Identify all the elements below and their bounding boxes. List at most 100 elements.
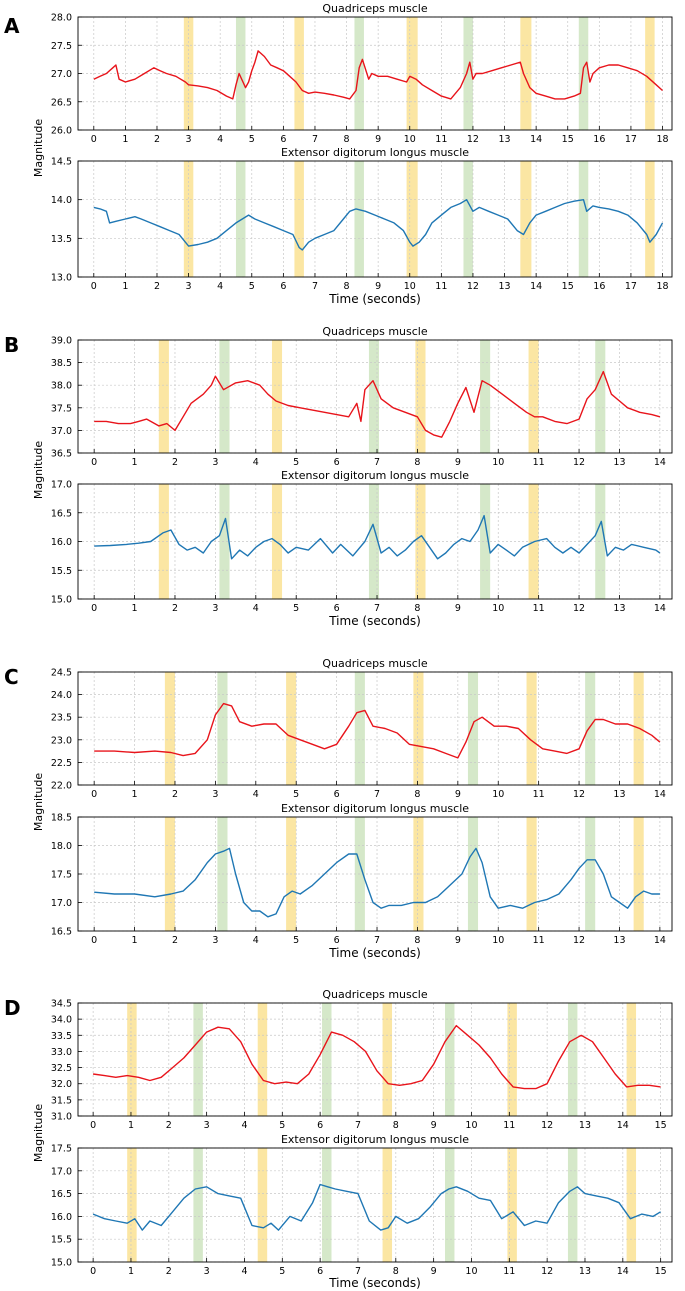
x-tick-label: 14: [530, 281, 542, 292]
y-tick-label: 26.0: [51, 126, 72, 137]
y-axis-label: Magnitude: [32, 1104, 45, 1163]
y-tick-label: 16.5: [51, 508, 72, 519]
y-tick-label: 34.5: [51, 999, 72, 1010]
y-tick-label: 22.5: [51, 758, 72, 769]
green-band: [463, 17, 473, 130]
x-tick-label: 14: [530, 134, 542, 145]
green-band: [567, 1003, 578, 1116]
y-tick-label: 23.5: [51, 713, 72, 724]
green-band: [595, 340, 606, 453]
x-tick-label: 6: [334, 457, 340, 468]
subplot-title: Extensor digitorum longus muscle: [281, 802, 469, 815]
green-band: [567, 1148, 578, 1262]
x-tick-label: 13: [498, 134, 510, 145]
y-tick-label: 14.5: [51, 157, 72, 168]
panel-d: D Magnitude Time (seconds) Quadriceps muscl…: [4, 988, 673, 1290]
x-tick-label: 14: [654, 603, 666, 614]
x-tick-label: 11: [533, 935, 545, 946]
green-band: [217, 672, 228, 785]
green-band: [354, 161, 364, 277]
green-band: [322, 1148, 332, 1262]
y-tick-label: 17.0: [51, 480, 72, 491]
x-tick-label: 5: [293, 935, 299, 946]
x-tick-label: 2: [154, 281, 160, 292]
panel-label: B: [4, 333, 19, 357]
x-tick-label: 8: [344, 281, 350, 292]
x-tick-label: 11: [503, 1266, 515, 1277]
extensor-series-line: [92, 1183, 661, 1231]
x-tick-label: 15: [562, 281, 574, 292]
x-tick-label: 14: [617, 1120, 629, 1131]
x-tick-label: 12: [467, 281, 479, 292]
x-tick-label: 7: [312, 281, 318, 292]
green-band: [235, 161, 246, 277]
green-band: [368, 484, 380, 599]
green-band: [480, 340, 491, 453]
x-tick-label: 8: [414, 457, 420, 468]
x-tick-label: 6: [317, 1120, 323, 1131]
axes-frame: [77, 483, 673, 600]
y-tick-label: 27.5: [51, 41, 72, 52]
green-band: [354, 672, 365, 785]
green-band: [322, 1003, 332, 1116]
green-band: [444, 1148, 455, 1262]
y-tick-label: 24.5: [51, 668, 72, 679]
x-tick-label: 4: [253, 789, 259, 800]
x-tick-label: 6: [280, 134, 286, 145]
x-tick-label: 0: [91, 935, 97, 946]
x-tick-label: 10: [492, 603, 504, 614]
x-tick-label: 13: [579, 1266, 591, 1277]
quadriceps-series-line: [94, 702, 661, 759]
x-tick-label: 3: [204, 1266, 210, 1277]
x-tick-label: 11: [435, 281, 447, 292]
x-tick-label: 5: [249, 281, 255, 292]
x-tick-label: 6: [334, 935, 340, 946]
x-tick-label: 3: [186, 281, 192, 292]
x-tick-label: 2: [166, 1120, 172, 1131]
y-tick-label: 31.0: [51, 1112, 72, 1123]
yellow-band: [158, 340, 169, 453]
subplot-title: Extensor digitorum longus muscle: [281, 1133, 469, 1146]
y-tick-label: 18.5: [51, 813, 72, 824]
x-tick-label: 9: [431, 1120, 437, 1131]
x-tick-label: 3: [204, 1120, 210, 1131]
x-tick-label: 15: [655, 1266, 667, 1277]
x-tick-label: 3: [212, 935, 218, 946]
x-tick-label: 1: [122, 281, 128, 292]
x-tick-label: 5: [293, 457, 299, 468]
green-band: [193, 1003, 203, 1116]
y-tick-label: 31.5: [51, 1095, 72, 1106]
subplot-title: Quadriceps muscle: [322, 2, 427, 15]
x-tick-label: 1: [132, 935, 138, 946]
x-tick-label: 13: [579, 1120, 591, 1131]
x-tick-label: 15: [562, 134, 574, 145]
x-tick-label: 12: [573, 603, 585, 614]
x-tick-label: 8: [414, 603, 420, 614]
subplot-title: Quadriceps muscle: [322, 325, 427, 338]
y-tick-label: 38.0: [51, 381, 72, 392]
x-tick-label: 18: [656, 281, 668, 292]
x-tick-label: 10: [404, 281, 416, 292]
y-tick-label: 33.5: [51, 1031, 72, 1042]
x-tick-label: 0: [91, 134, 97, 145]
x-tick-label: 6: [280, 281, 286, 292]
y-tick-label: 38.5: [51, 358, 72, 369]
x-tick-label: 7: [355, 1266, 361, 1277]
y-tick-label: 17.0: [51, 1166, 72, 1177]
yellow-band: [382, 1003, 393, 1116]
x-tick-label: 13: [613, 457, 625, 468]
panel-c: C Magnitude Time (seconds) Quadriceps muscl…: [4, 657, 673, 960]
x-axis-label: Time (seconds): [328, 614, 421, 628]
x-tick-label: 12: [541, 1120, 553, 1131]
subplot-title: Extensor digitorum longus muscle: [281, 146, 469, 159]
y-tick-label: 32.5: [51, 1063, 72, 1074]
x-tick-label: 17: [625, 134, 637, 145]
green-band: [235, 17, 246, 130]
subplot-title: Quadriceps muscle: [322, 988, 427, 1001]
y-tick-label: 17.5: [51, 870, 72, 881]
